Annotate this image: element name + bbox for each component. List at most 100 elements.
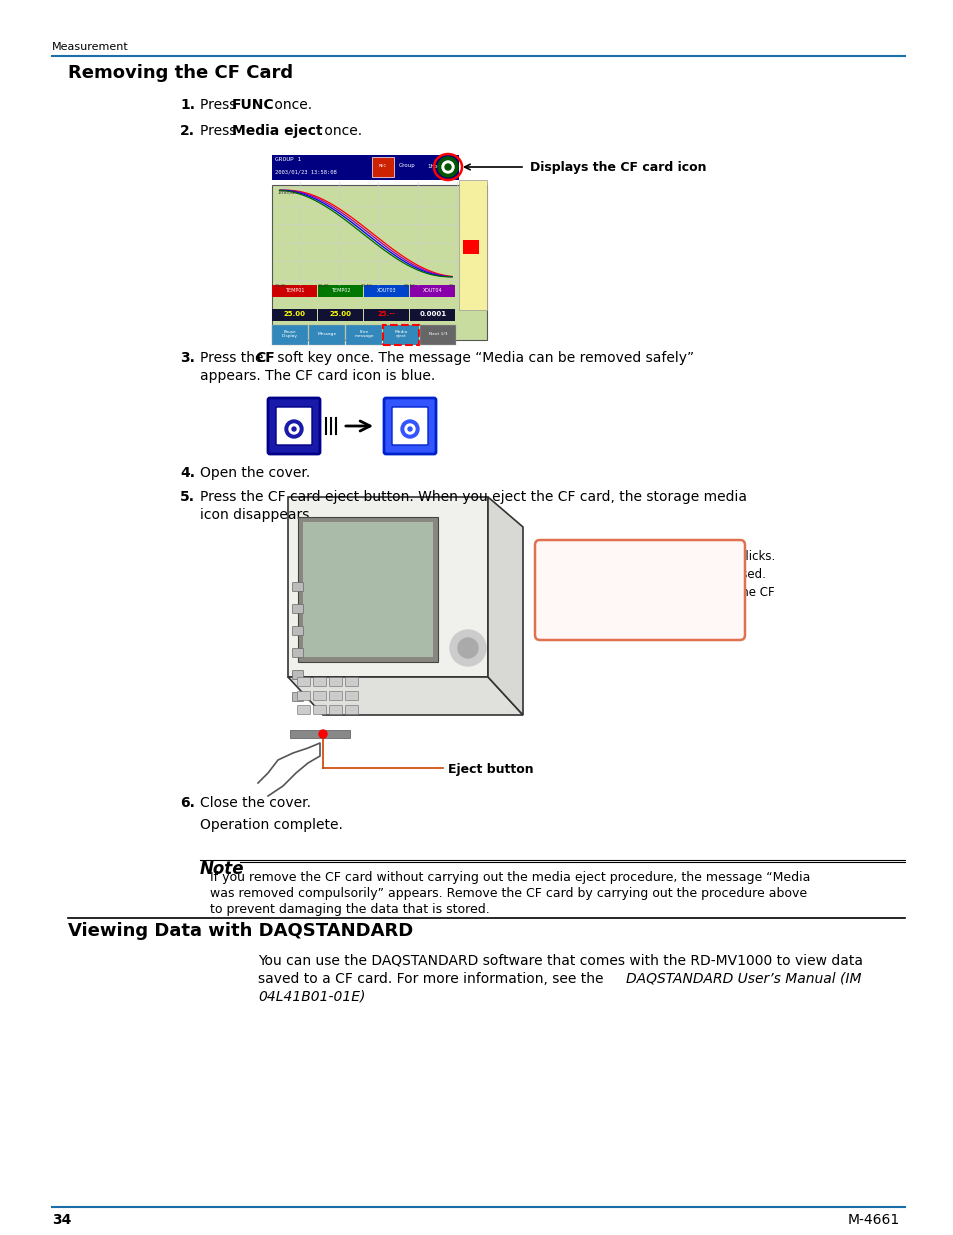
Text: Press: Press — [200, 124, 240, 138]
Circle shape — [318, 730, 327, 739]
Text: The eject button remains depressed.: The eject button remains depressed. — [547, 568, 765, 580]
Text: Measurement: Measurement — [52, 42, 129, 52]
Text: Pinch the left and right sides of the CF: Pinch the left and right sides of the CF — [547, 585, 774, 599]
Text: 13:: 13: — [448, 284, 455, 288]
Text: FUNC: FUNC — [232, 98, 274, 112]
FancyBboxPatch shape — [382, 325, 418, 345]
Text: 04L41B01-01E): 04L41B01-01E) — [257, 990, 365, 1004]
FancyBboxPatch shape — [272, 156, 458, 180]
FancyBboxPatch shape — [392, 408, 428, 445]
FancyBboxPatch shape — [364, 309, 409, 321]
FancyBboxPatch shape — [364, 285, 409, 296]
Text: Push on the eject button until it clicks.: Push on the eject button until it clicks… — [547, 550, 775, 563]
Text: Pause
Display: Pause Display — [282, 330, 297, 338]
FancyBboxPatch shape — [272, 325, 308, 345]
FancyBboxPatch shape — [329, 705, 342, 715]
Circle shape — [444, 164, 451, 170]
Text: 0.0001: 0.0001 — [419, 311, 446, 317]
FancyBboxPatch shape — [314, 705, 326, 715]
Text: Operation complete.: Operation complete. — [200, 818, 342, 832]
Text: DAQSTANDARD User’s Manual (IM: DAQSTANDARD User’s Manual (IM — [625, 972, 861, 986]
Text: TEMP02: TEMP02 — [331, 288, 351, 293]
Text: Press the: Press the — [200, 351, 268, 366]
Text: 13:46: 13:46 — [274, 284, 286, 288]
Circle shape — [408, 427, 412, 431]
Text: Removing the CF Card: Removing the CF Card — [68, 64, 293, 82]
FancyBboxPatch shape — [297, 678, 310, 687]
Text: GROUP 1: GROUP 1 — [274, 157, 301, 162]
Text: Press: Press — [200, 98, 240, 112]
Text: was removed compulsorily” appears. Remove the CF card by carrying out the proced: was removed compulsorily” appears. Remov… — [210, 887, 806, 900]
Text: once.: once. — [270, 98, 312, 112]
Text: 13:52: 13:52 — [403, 284, 415, 288]
Text: Close the cover.: Close the cover. — [200, 797, 311, 810]
Text: Media eject: Media eject — [232, 124, 322, 138]
FancyBboxPatch shape — [272, 309, 316, 321]
Circle shape — [457, 638, 477, 658]
Text: XOUT03: XOUT03 — [376, 288, 396, 293]
FancyBboxPatch shape — [297, 705, 310, 715]
Circle shape — [292, 427, 295, 431]
FancyBboxPatch shape — [293, 583, 303, 592]
Text: Group: Group — [398, 163, 416, 168]
Text: Free
message: Free message — [354, 330, 374, 338]
Polygon shape — [303, 522, 433, 657]
Text: 2.: 2. — [180, 124, 194, 138]
FancyBboxPatch shape — [268, 398, 319, 454]
Text: 5.: 5. — [180, 490, 194, 504]
FancyBboxPatch shape — [329, 692, 342, 700]
Text: TEMP01: TEMP01 — [285, 288, 304, 293]
Text: Viewing Data with DAQSTANDARD: Viewing Data with DAQSTANDARD — [68, 923, 413, 940]
FancyBboxPatch shape — [462, 240, 478, 254]
Text: You can use the DAQSTANDARD software that comes with the RD-MV1000 to view data: You can use the DAQSTANDARD software tha… — [257, 953, 862, 968]
Circle shape — [437, 157, 457, 177]
FancyBboxPatch shape — [329, 678, 342, 687]
Text: Press the CF card eject button. When you eject the CF card, the storage media: Press the CF card eject button. When you… — [200, 490, 746, 504]
FancyBboxPatch shape — [272, 285, 316, 296]
FancyBboxPatch shape — [458, 180, 486, 310]
Text: Message: Message — [317, 332, 336, 336]
Circle shape — [289, 424, 298, 433]
Text: 3.: 3. — [180, 351, 194, 366]
Text: to prevent damaging the data that is stored.: to prevent damaging the data that is sto… — [210, 903, 489, 916]
FancyBboxPatch shape — [293, 626, 303, 636]
FancyBboxPatch shape — [535, 540, 744, 640]
FancyBboxPatch shape — [317, 285, 363, 296]
Circle shape — [285, 420, 303, 438]
FancyBboxPatch shape — [275, 408, 312, 445]
Text: saved to a CF card. For more information, see the: saved to a CF card. For more information… — [257, 972, 607, 986]
Text: 25.00: 25.00 — [284, 311, 306, 317]
FancyBboxPatch shape — [309, 325, 345, 345]
Text: 25.--: 25.-- — [377, 311, 395, 317]
Text: 25.00: 25.00 — [330, 311, 352, 317]
FancyBboxPatch shape — [384, 398, 436, 454]
FancyBboxPatch shape — [345, 692, 358, 700]
Text: 6.: 6. — [180, 797, 194, 810]
FancyBboxPatch shape — [345, 705, 358, 715]
Text: 13:50: 13:50 — [359, 284, 372, 288]
Circle shape — [441, 161, 454, 173]
Text: Next 1/3: Next 1/3 — [428, 332, 447, 336]
FancyBboxPatch shape — [297, 692, 310, 700]
Text: Eject button: Eject button — [448, 763, 533, 777]
Circle shape — [405, 424, 415, 433]
Text: Open the cover.: Open the cover. — [200, 466, 310, 480]
Text: REC: REC — [378, 164, 387, 168]
Circle shape — [450, 630, 485, 666]
FancyBboxPatch shape — [272, 185, 486, 340]
FancyBboxPatch shape — [293, 648, 303, 657]
Text: 1hour: 1hour — [427, 163, 442, 168]
FancyBboxPatch shape — [410, 285, 455, 296]
FancyBboxPatch shape — [317, 309, 363, 321]
FancyBboxPatch shape — [419, 325, 456, 345]
Polygon shape — [488, 496, 522, 715]
Text: 1min/div: 1min/div — [276, 190, 298, 195]
Polygon shape — [288, 677, 522, 715]
FancyBboxPatch shape — [314, 678, 326, 687]
Text: appears. The CF card icon is blue.: appears. The CF card icon is blue. — [200, 369, 435, 383]
Text: M-4661: M-4661 — [847, 1213, 899, 1228]
Polygon shape — [288, 496, 488, 677]
Polygon shape — [297, 517, 437, 662]
Text: Media
eject: Media eject — [394, 330, 407, 338]
Text: If you remove the CF card without carrying out the media eject procedure, the me: If you remove the CF card without carryi… — [210, 871, 809, 884]
